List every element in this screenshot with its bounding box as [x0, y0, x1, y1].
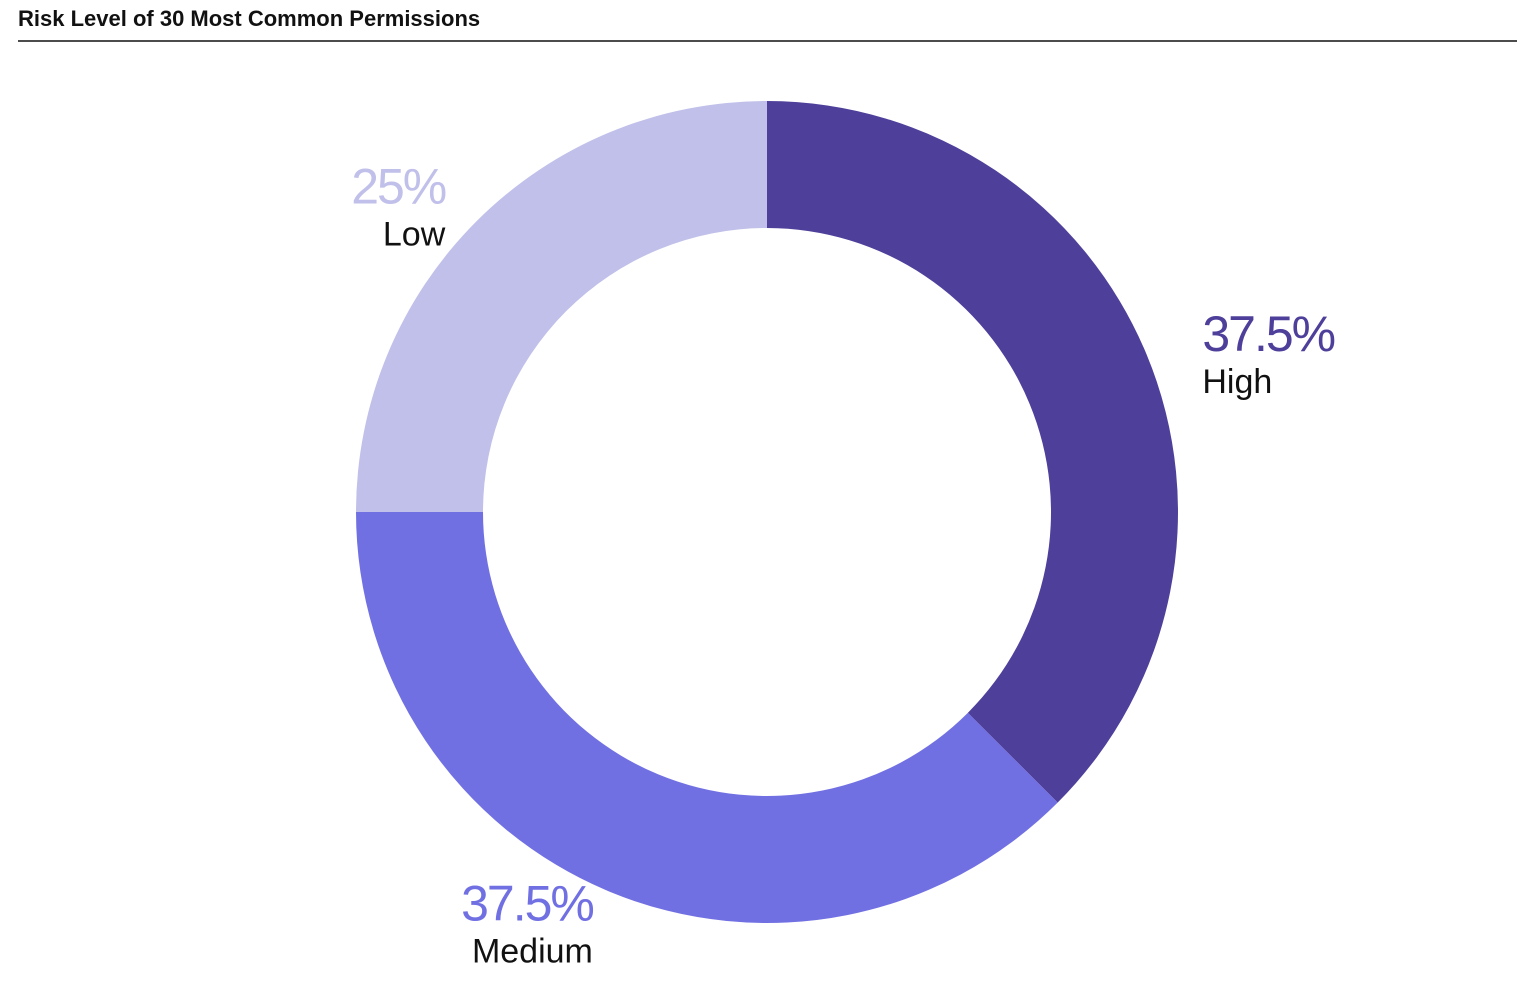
slice-value-label: 37.5% — [461, 876, 593, 932]
slice-value-label: 37.5% — [1202, 306, 1334, 362]
slice-category-label: Low — [383, 215, 446, 253]
chart-title: Risk Level of 30 Most Common Permissions — [18, 6, 480, 31]
slice-category-label: High — [1202, 363, 1272, 401]
slice-category-label: Medium — [472, 932, 593, 970]
slice-value-label: 25% — [351, 158, 446, 214]
donut-slice — [356, 512, 1058, 923]
donut-slice — [356, 101, 767, 512]
donut-slice — [767, 101, 1178, 803]
